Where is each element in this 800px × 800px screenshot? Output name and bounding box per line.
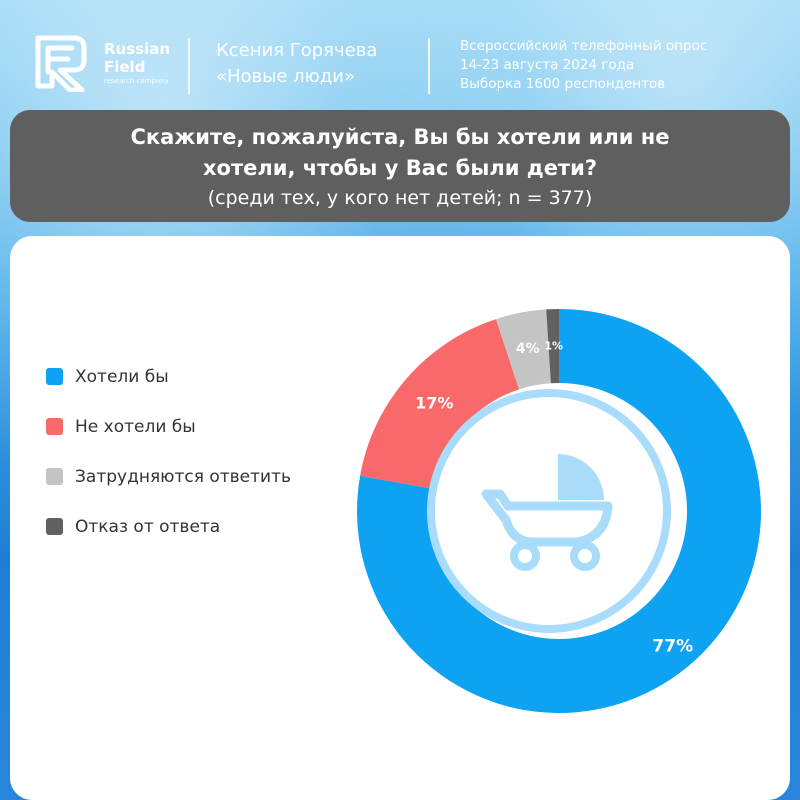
divider bbox=[428, 38, 430, 94]
question-line-1: Скажите, пожалуйста, Вы бы хотели или не bbox=[130, 125, 670, 149]
brand-name: Russian Field research company bbox=[104, 40, 170, 86]
survey-dates: 14-23 августа 2024 года bbox=[460, 57, 635, 73]
slice-refused bbox=[546, 309, 559, 384]
chart-card: Хотели бы Не хотели бы Затрудняются отве… bbox=[10, 236, 790, 800]
label-undecided: 4% bbox=[516, 341, 540, 357]
slice-want bbox=[357, 309, 762, 713]
legend-label: Хотели бы bbox=[75, 366, 169, 387]
survey-sample: Выборка 1600 респондентов bbox=[460, 76, 666, 92]
legend-swatch bbox=[46, 418, 63, 435]
brand-line-2: Field bbox=[104, 58, 146, 76]
author-name: Ксения Горячева bbox=[216, 40, 378, 61]
donut-chart: 77% 17% 4% 1% bbox=[357, 309, 762, 713]
question-banner: Скажите, пожалуйста, Вы бы хотели или не… bbox=[10, 110, 790, 222]
russian-field-logo-icon bbox=[35, 35, 87, 92]
label-not-want: 17% bbox=[415, 393, 453, 412]
slice-not-want bbox=[360, 319, 520, 489]
header: Russian Field research company Ксения Го… bbox=[0, 0, 800, 110]
slice-undecided bbox=[495, 309, 551, 390]
brand-subtitle: research company bbox=[104, 77, 169, 85]
legend: Хотели бы Не хотели бы Затрудняются отве… bbox=[46, 364, 291, 564]
baby-stroller-icon bbox=[427, 389, 671, 633]
label-refused: 1% bbox=[544, 340, 563, 353]
legend-item-refused: Отказ от ответа bbox=[46, 514, 291, 539]
question-note: (среди тех, у кого нет детей; n = 377) bbox=[207, 187, 593, 209]
legend-item-not-want: Не хотели бы bbox=[46, 414, 291, 439]
legend-label: Затрудняются ответить bbox=[75, 466, 292, 487]
brand-line-1: Russian bbox=[104, 40, 171, 58]
survey-type: Всероссийский телефонный опрос bbox=[460, 38, 708, 54]
survey-info: Всероссийский телефонный опрос 14-23 авг… bbox=[460, 37, 707, 94]
legend-swatch bbox=[46, 468, 63, 485]
question-line-2: хотели, чтобы у Вас были дети? bbox=[202, 156, 598, 180]
legend-swatch bbox=[46, 368, 63, 385]
legend-item-undecided: Затрудняются ответить bbox=[46, 464, 291, 489]
label-want: 77% bbox=[652, 637, 693, 657]
legend-swatch bbox=[46, 518, 63, 535]
legend-item-want: Хотели бы bbox=[46, 364, 291, 389]
legend-label: Не хотели бы bbox=[75, 416, 196, 437]
author-block: Ксения Горячева «Новые люди» bbox=[216, 38, 377, 90]
legend-label: Отказ от ответа bbox=[75, 516, 221, 537]
author-party: «Новые люди» bbox=[216, 66, 355, 87]
divider bbox=[188, 38, 190, 94]
